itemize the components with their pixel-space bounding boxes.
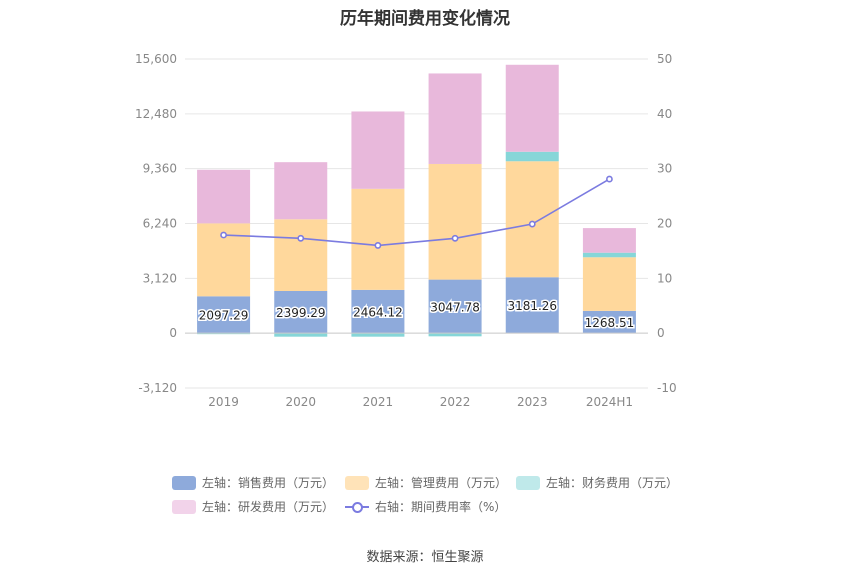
data-source: 数据来源：恒生聚源 [366,550,484,565]
data-label: 3047.78 [430,300,480,314]
bar-segment-series-3 [197,169,251,224]
bar-segment-series-3 [505,64,559,152]
bar-segment-series-2 [351,333,405,337]
x-axis-tick-label: 2024H1 [586,395,633,409]
right-axis-tick-label: 10 [657,271,672,285]
right-axis-tick-label: 0 [657,326,665,340]
bar-segment-series-2 [582,252,636,258]
expense-rate-point [451,234,459,242]
bar-segment-series-2 [274,333,328,337]
legend-item-admin[interactable]: 左轴：管理费用（万元） [345,474,507,491]
chart-title: 历年期间费用变化情况 [340,9,510,29]
bar-segment-series-3 [582,228,636,253]
bar-segment-series-1 [582,257,636,311]
expense-rate-line [223,178,610,247]
legend-item-rd[interactable]: 左轴：研发费用（万元） [172,498,334,515]
x-axis-tick-label: 2023 [517,395,548,409]
legend-swatch-sales [172,475,196,490]
bar-segment-series-1 [274,219,328,291]
expense-rate-point [374,242,382,249]
data-label: 2097.29 [199,309,249,323]
legend-item-expense-rate[interactable]: 右轴：期间费用率（%） [345,498,506,515]
bar-segment-series-3 [428,73,482,164]
bar-segment-series-1 [351,188,405,290]
bar-segment-series-0 [582,310,636,334]
right-axis-tick-label: 50 [657,52,672,66]
x-axis-tick-label: 2020 [285,395,316,409]
x-axis-tick-label: 2019 [208,395,239,409]
right-axis-tick-label: 40 [657,107,672,121]
bar-segment-series-3 [351,111,405,189]
expense-rate-point [220,231,227,239]
bar-segment-series-0 [505,277,559,334]
expense-rate-point [606,175,613,183]
legend-label-admin: 左轴：管理费用（万元） [375,476,508,490]
x-axis-tick-label: 2022 [440,395,471,409]
expense-rate-point [297,234,305,242]
bar-segment-series-0 [197,296,251,334]
bar-segment-series-1 [428,163,482,280]
expense-rate-point [528,220,536,228]
x-axis-tick-label: 2021 [363,395,394,409]
bar-segment-series-0 [274,290,328,334]
right-axis-tick-label: 20 [657,217,672,231]
legend-item-finance[interactable]: 左轴：财务费用（万元） [516,474,678,491]
legend-label-finance: 左轴：财务费用（万元） [546,476,679,490]
bar-segment-series-0 [351,289,405,334]
data-label: 2399.29 [276,306,326,320]
left-axis-tick-label: 12,480 [135,107,177,121]
legend-label-expense-rate: 右轴：期间费用率（%） [375,500,507,514]
legend-swatch-expense-rate [345,500,369,514]
legend-swatch-finance [516,475,540,490]
bar-segment-series-0 [428,279,482,334]
legend-swatch-admin [345,475,369,490]
legend-label-rd: 左轴：研发费用（万元） [202,500,335,514]
left-axis-tick-label: 3,120 [143,271,177,285]
left-axis-tick-label: 9,360 [143,162,177,176]
bar-segment-series-2 [505,151,559,162]
right-axis-tick-label: -10 [657,381,677,395]
legend-item-sales[interactable]: 左轴：销售费用（万元） [172,474,334,491]
legend-swatch-rd [172,499,196,514]
data-label: 2464.12 [353,306,403,320]
data-label: 3181.26 [507,299,557,313]
bar-segment-series-1 [505,161,559,278]
left-axis-tick-label: -3,120 [138,381,177,395]
left-axis-tick-label: 6,240 [143,217,177,231]
right-axis-tick-label: 30 [657,162,672,176]
bar-segment-series-2 [428,333,482,337]
left-axis-tick-label: 0 [169,326,177,340]
legend-label-sales: 左轴：销售费用（万元） [202,476,335,490]
bar-segment-series-3 [274,162,328,220]
data-label: 1268.51 [585,316,635,330]
left-axis-tick-label: 15,600 [135,52,177,66]
